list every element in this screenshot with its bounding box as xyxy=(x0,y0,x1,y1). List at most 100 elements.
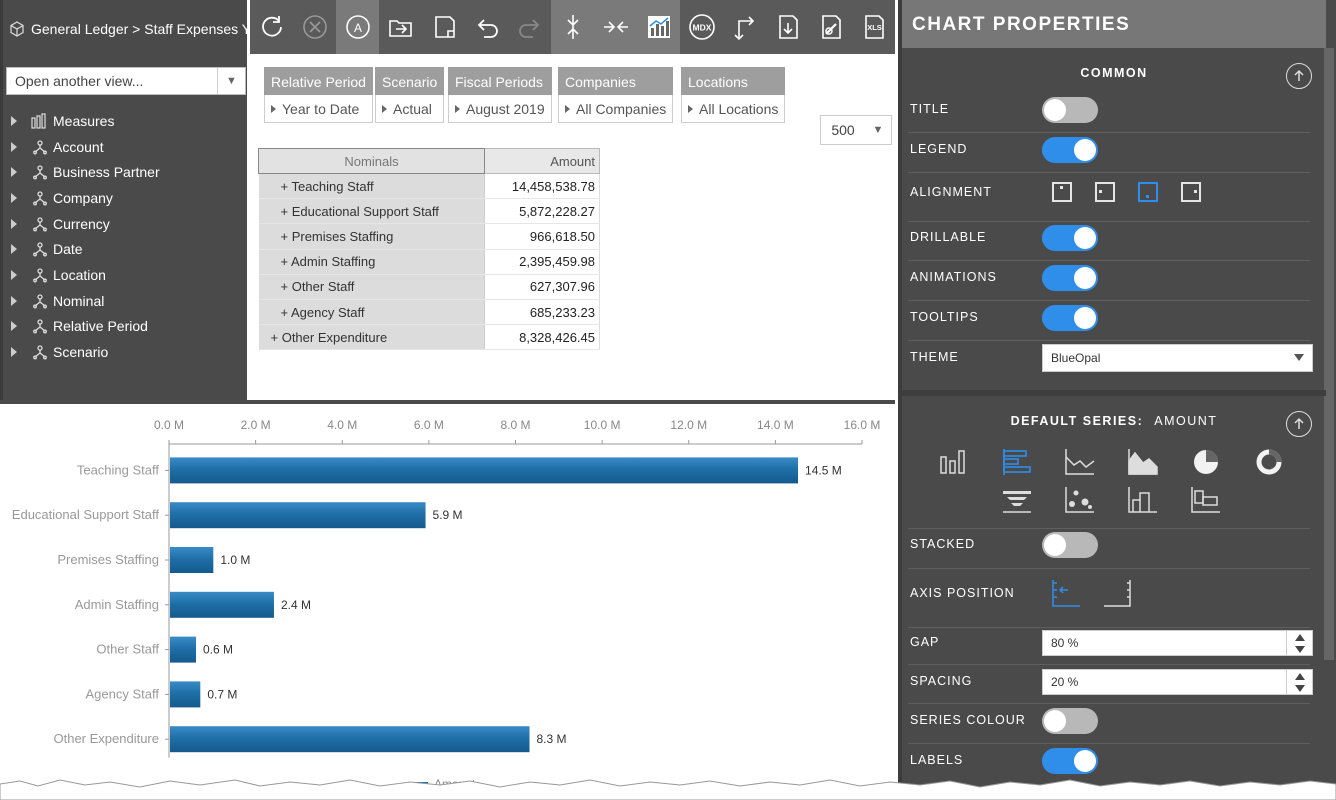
filter-value[interactable]: August 2019 xyxy=(448,95,552,123)
align-bottom-icon[interactable] xyxy=(1138,182,1158,202)
bar-chart-icon[interactable] xyxy=(1001,447,1033,477)
funnel-chart-icon[interactable] xyxy=(1001,485,1033,515)
expand-arrow-icon[interactable] xyxy=(11,269,17,280)
bar[interactable] xyxy=(170,547,214,573)
filter-value[interactable]: Year to Date xyxy=(264,95,373,123)
pie-chart-icon[interactable] xyxy=(1190,447,1222,477)
mdx-button[interactable]: MDX xyxy=(680,0,723,54)
filter-value[interactable]: Actual xyxy=(375,95,445,123)
toggle-legend[interactable] xyxy=(1042,137,1098,163)
bar[interactable] xyxy=(170,636,196,663)
toggle-title[interactable] xyxy=(1042,97,1098,123)
chevron-down-icon[interactable]: ▼ xyxy=(217,68,245,94)
expand-button[interactable] xyxy=(551,0,594,54)
table-row[interactable]: + Teaching Staff 14,458,538.78 xyxy=(258,173,600,200)
bar[interactable] xyxy=(170,726,530,753)
dimension-item[interactable]: Company xyxy=(9,185,244,211)
save-button[interactable] xyxy=(422,0,465,54)
dimension-item[interactable]: Nominal xyxy=(9,288,244,314)
export-button[interactable] xyxy=(766,0,809,54)
theme-select[interactable]: BlueOpal xyxy=(1042,344,1313,372)
bar[interactable] xyxy=(170,681,201,708)
toggle-series-colour[interactable] xyxy=(1042,708,1098,734)
waterfall-chart-icon[interactable] xyxy=(1190,485,1222,515)
bar[interactable] xyxy=(170,502,426,529)
toggle-tooltips[interactable] xyxy=(1042,305,1098,331)
axis-left-icon[interactable] xyxy=(1050,578,1082,608)
increment-icon[interactable] xyxy=(1294,633,1305,641)
step-chart-icon[interactable] xyxy=(1127,485,1159,515)
expand-arrow-icon[interactable] xyxy=(11,295,17,306)
column-header-amount[interactable]: Amount xyxy=(484,148,600,174)
scrollbar[interactable] xyxy=(1324,48,1334,660)
row-label[interactable]: + Other Expenditure xyxy=(258,324,485,351)
refresh-button[interactable] xyxy=(250,0,293,54)
dimension-item[interactable]: Measures xyxy=(9,108,244,134)
open-view-select[interactable]: Open another view... ▼ xyxy=(6,67,246,95)
filter-value[interactable]: All Locations xyxy=(681,95,786,123)
table-row[interactable]: + Other Staff 627,307.96 xyxy=(258,274,600,300)
expand-arrow-icon[interactable] xyxy=(11,347,17,358)
expand-arrow-icon[interactable] xyxy=(11,115,17,126)
line-chart-icon[interactable] xyxy=(1064,447,1096,477)
row-label[interactable]: + Teaching Staff xyxy=(258,173,485,200)
scatter-chart-icon[interactable] xyxy=(1064,485,1096,515)
toggle-drillable[interactable] xyxy=(1042,225,1098,251)
decrement-icon[interactable] xyxy=(1294,645,1305,653)
dimension-item[interactable]: Relative Period xyxy=(9,314,244,340)
increment-icon[interactable] xyxy=(1294,672,1305,680)
row-label[interactable]: + Educational Support Staff xyxy=(258,198,485,225)
breadcrumb-text[interactable]: General Ledger > Staff Expenses YT xyxy=(31,21,249,37)
expand-arrow-icon[interactable] xyxy=(11,218,17,229)
chevron-down-icon[interactable]: ▼ xyxy=(872,124,884,136)
table-row[interactable]: + Agency Staff 685,233.23 xyxy=(258,299,600,326)
column-header-nominals[interactable]: Nominals xyxy=(258,148,485,174)
dimension-item[interactable]: Date xyxy=(9,236,244,262)
toggle-animations[interactable] xyxy=(1042,265,1098,291)
column-chart-icon[interactable] xyxy=(938,447,970,477)
row-limit-select[interactable]: 500 ▼ xyxy=(820,115,892,145)
filter-value[interactable]: All Companies xyxy=(558,95,674,123)
align-top-icon[interactable] xyxy=(1052,182,1072,202)
dimension-item[interactable]: Location xyxy=(9,262,244,288)
expand-arrow-icon[interactable] xyxy=(11,321,17,332)
row-label[interactable]: + Other Staff xyxy=(258,274,485,300)
cancel-button[interactable] xyxy=(293,0,336,54)
dimension-item[interactable]: Currency xyxy=(9,211,244,237)
bar[interactable] xyxy=(170,457,799,484)
swap-axes-button[interactable] xyxy=(723,0,766,54)
gap-stepper[interactable]: 80 % xyxy=(1042,630,1313,656)
row-label[interactable]: + Premises Staffing xyxy=(258,223,485,250)
expand-arrow-icon[interactable] xyxy=(11,167,17,178)
open-folder-button[interactable] xyxy=(379,0,422,54)
collapse-up-icon[interactable] xyxy=(1286,63,1312,89)
align-left-icon[interactable] xyxy=(1095,182,1115,202)
edit-link-button[interactable] xyxy=(809,0,852,54)
filter-companies[interactable]: Companies All Companies xyxy=(558,67,674,123)
chevron-down-icon[interactable] xyxy=(1294,354,1304,361)
filter-fiscal-periods[interactable]: Fiscal Periods August 2019 xyxy=(448,67,552,123)
section-common[interactable]: COMMON xyxy=(902,63,1326,89)
dimension-item[interactable]: Account xyxy=(9,134,244,160)
filter-scenario[interactable]: Scenario Actual xyxy=(375,67,445,123)
bar[interactable] xyxy=(170,591,274,618)
undo-button[interactable] xyxy=(465,0,508,54)
auto-button[interactable]: A xyxy=(336,0,379,54)
spacing-stepper[interactable]: 20 % xyxy=(1042,669,1313,695)
expand-arrow-icon[interactable] xyxy=(11,192,17,203)
axis-right-icon[interactable] xyxy=(1102,578,1134,608)
table-row[interactable]: + Other Expenditure 8,328,426.45 xyxy=(258,324,600,351)
filter-relative-period[interactable]: Relative Period Year to Date xyxy=(264,67,373,123)
dimension-item[interactable]: Business Partner xyxy=(9,159,244,185)
redo-button[interactable] xyxy=(508,0,551,54)
donut-chart-icon[interactable] xyxy=(1253,447,1285,477)
align-right-icon[interactable] xyxy=(1181,182,1201,202)
toggle-labels[interactable] xyxy=(1042,748,1098,774)
row-label[interactable]: + Admin Staffing xyxy=(258,249,485,275)
table-row[interactable]: + Admin Staffing 2,395,459.98 xyxy=(258,249,600,275)
collapse-button[interactable] xyxy=(594,0,637,54)
table-row[interactable]: + Premises Staffing 966,618.50 xyxy=(258,223,600,250)
row-label[interactable]: + Agency Staff xyxy=(258,299,485,326)
area-chart-icon[interactable] xyxy=(1127,447,1159,477)
expand-arrow-icon[interactable] xyxy=(11,141,17,152)
